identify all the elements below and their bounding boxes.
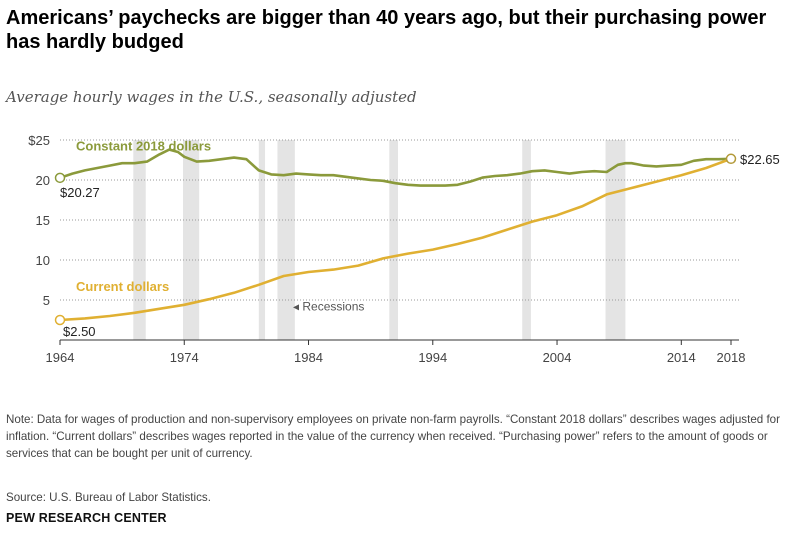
note-text: Note: Data for wages of production and n… [6, 413, 780, 460]
source-text: Source: U.S. Bureau of Labor Statistics. [6, 491, 211, 504]
chart-title: Americans’ paychecks are bigger than 40 … [6, 7, 767, 53]
series-label-constant: Constant 2018 dollars [76, 138, 211, 153]
brand-logo-text: PEW RESEARCH CENTER [6, 511, 167, 525]
start-value-label-current: $2.50 [63, 324, 96, 339]
y-tick-label: $25 [28, 133, 50, 148]
y-tick-label: 5 [43, 293, 50, 308]
x-tick-label: 1964 [46, 350, 75, 365]
recessions-label: ◂ Recessions [293, 299, 364, 313]
x-tick-label: 2014 [667, 350, 696, 365]
y-tick-label: 20 [36, 173, 50, 188]
series-label-current: Current dollars [76, 279, 169, 294]
x-tick-label: 1974 [170, 350, 199, 365]
recession-band [258, 140, 266, 340]
chart-labels: Constant 2018 dollars Current dollars $20.… [60, 138, 780, 339]
series-line-current [58, 157, 733, 322]
recession-band [133, 140, 146, 340]
y-tick-label: 15 [36, 213, 50, 228]
recession-band [522, 140, 531, 340]
series-lines [54, 148, 737, 326]
wage-line-chart: 5 10 15 20 $25 1964 1974 1984 1994 2004 2014 2018 C… [28, 133, 780, 365]
recession-bands [133, 140, 626, 340]
start-value-label-constant: $20.27 [60, 185, 100, 200]
end-value-label: $22.65 [740, 152, 780, 167]
chart-note: Note: Data for wages of production and n… [6, 411, 796, 462]
axes: 5 10 15 20 $25 1964 1974 1984 1994 2004 2014 2018 [28, 133, 745, 365]
recession-band [389, 140, 398, 340]
x-tick-label: 1984 [294, 350, 323, 365]
x-tick-label: 2004 [543, 350, 572, 365]
x-tick-label: 2018 [717, 350, 746, 365]
series-line-constant [58, 148, 733, 187]
x-tick-label: 1994 [418, 350, 447, 365]
chart-subtitle: Average hourly wages in the U.S., season… [6, 88, 417, 106]
end-point-marker [725, 153, 737, 165]
recession-band [277, 140, 295, 340]
recession-band [183, 140, 200, 340]
start-point-marker [54, 172, 66, 184]
start-point-marker [54, 314, 66, 326]
gridlines [60, 139, 739, 301]
y-tick-label: 10 [36, 253, 50, 268]
